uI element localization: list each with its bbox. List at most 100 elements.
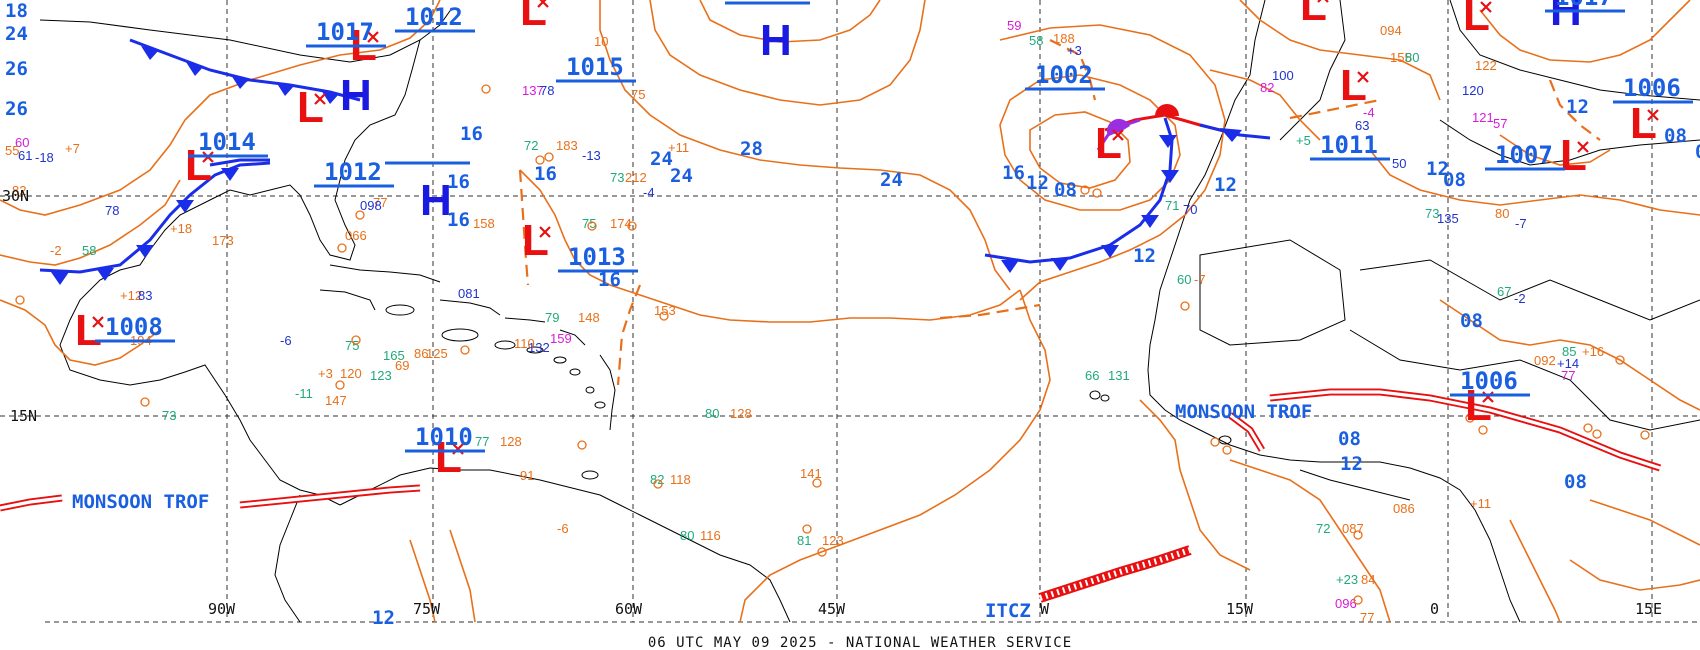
station-readout: 66 [1085,368,1099,383]
central-pressure: 1017 [1555,0,1613,11]
low-center-x-icon [539,226,551,238]
central-pressure: 1012 [324,158,382,186]
low-letter: L [520,0,547,35]
isobar-label: 08 [1054,179,1077,201]
station-readout: 120 [1462,83,1484,98]
coastline [1147,0,1521,623]
station-readout: 135 [1437,211,1459,226]
station-readout: 165 [383,348,405,363]
longitude-label: 45W [818,600,846,618]
station-circle [535,155,545,165]
isobar-line [0,299,161,366]
station-readout: +12 [120,288,142,303]
low-center-x-icon [537,0,549,8]
station-circle [587,221,597,231]
low-letter: L [75,306,102,355]
station-readout: 58 [1029,33,1043,48]
coastline [1349,329,1700,431]
station-readout: +14 [1557,356,1579,371]
isobar-line [739,289,1051,623]
low-letter: L [1095,119,1122,168]
lat-lon-grid [0,0,1700,623]
station-circle [15,295,25,305]
isobar-label: 16 [460,123,483,145]
station-readout: -4 [1363,105,1375,120]
cold-front-barb [51,272,69,285]
high-letter: H [340,71,372,120]
cold-front-barb [1051,258,1069,271]
station-readout: 087 [1342,521,1364,536]
station-readout: 85 [1562,344,1576,359]
coastline [1359,259,1700,321]
station-readout: 60 [15,135,29,150]
station-circle [481,84,491,94]
station-readout: 128 [730,406,752,421]
station-readout: 79 [545,310,559,325]
isobar-label: 18 [5,0,28,22]
station-readout: 81 [797,533,811,548]
station-circle [1592,429,1602,439]
station-readout: 80 [705,406,719,421]
high-letter: H [420,176,452,225]
isobar-line [999,74,1181,211]
cold-front-barb [1101,245,1119,258]
station-readout: 72 [524,138,538,153]
longitude-label: 75W [413,600,441,618]
station-readout: 77 [373,195,387,210]
isobar-label: 24 [5,23,28,45]
station-readout: -11 [295,386,313,401]
trough-line [616,284,642,386]
station-readout: -6 [280,333,292,348]
isobar-line [409,539,436,623]
station-readout: 159 [550,331,572,346]
cold-front-barb [1001,260,1019,273]
station-circle [140,397,150,407]
isobar-line [1509,519,1561,623]
station-readout: 80 [1495,206,1509,221]
footer-text: 06 UTC MAY 09 2025 - NATIONAL WEATHER SE… [648,635,1072,650]
isobar-line [0,0,441,216]
station-readout: 147 [325,393,347,408]
trough-line [939,303,1041,320]
warm-front-bump [1155,104,1179,116]
low-center-x-icon [314,93,326,105]
isobar-line [1209,69,1321,141]
isobar-line [1369,149,1700,216]
isobar-label: 08 [1443,169,1466,191]
station-readout: 73 [610,170,624,185]
station-circle [1640,430,1650,440]
station-readout: 188 [1053,31,1075,46]
station-circle [335,380,345,390]
station-readout: 71 [1165,198,1179,213]
isobar-label: 12 [372,607,395,629]
station-readout: -2 [50,243,62,258]
monsoon-trough-label: MONSOON TROF [72,491,209,513]
station-readout: 121 [1472,110,1494,125]
station-readout: -7 [1194,272,1206,287]
station-readout: 158 [473,216,495,231]
isobar-label: 24 [650,148,673,170]
station-readout: +16 [1582,344,1604,359]
isobar-label: 12 [1340,453,1363,475]
isobar-label: 24 [880,169,903,191]
station-readout: 60 [1177,272,1191,287]
isobar-line [599,0,1011,291]
coastline [39,7,453,63]
cold-front-barb [1161,170,1179,183]
trough-line [1049,39,1097,101]
low-letter: L [522,216,549,265]
station-readout: -7 [1515,216,1527,231]
station-circle [577,440,587,450]
island [441,328,479,342]
station-readout: 122 [1475,58,1497,73]
island [385,304,415,316]
station-readout: 84 [1361,572,1375,587]
coastlines [39,0,1700,623]
low-center-x-icon [92,316,104,328]
